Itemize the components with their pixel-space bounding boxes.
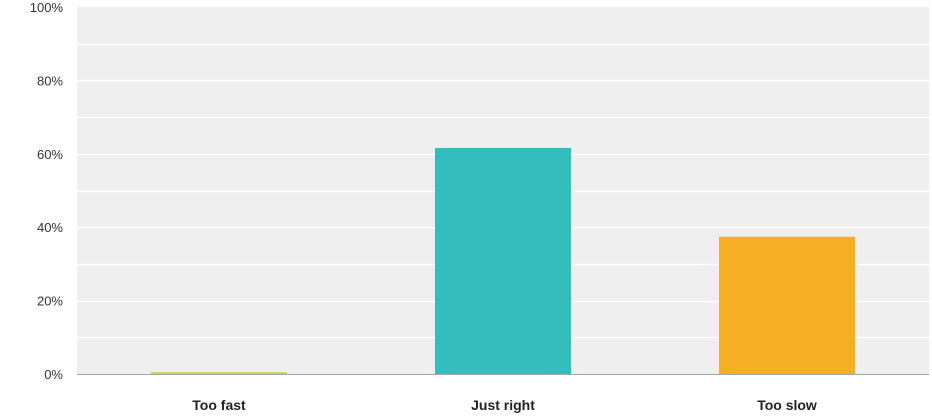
y-tick-label: 80%	[37, 73, 63, 88]
x-category-label: Too slow	[757, 397, 817, 413]
y-axis-ticks: 0% 20% 40% 60% 80% 100%	[30, 0, 64, 382]
x-category-label: Too fast	[192, 397, 246, 413]
bar-just-right	[435, 147, 571, 374]
x-axis-labels: Too fast Just right Too slow	[192, 397, 817, 413]
x-category-label: Just right	[471, 397, 535, 413]
bars	[151, 147, 855, 374]
y-tick-label: 40%	[37, 220, 63, 235]
y-tick-label: 100%	[30, 0, 64, 15]
y-tick-label: 20%	[37, 294, 63, 309]
bar-too-slow	[719, 236, 855, 374]
bar-too-fast	[151, 372, 287, 374]
y-tick-label: 0%	[44, 367, 63, 382]
y-tick-label: 60%	[37, 147, 63, 162]
